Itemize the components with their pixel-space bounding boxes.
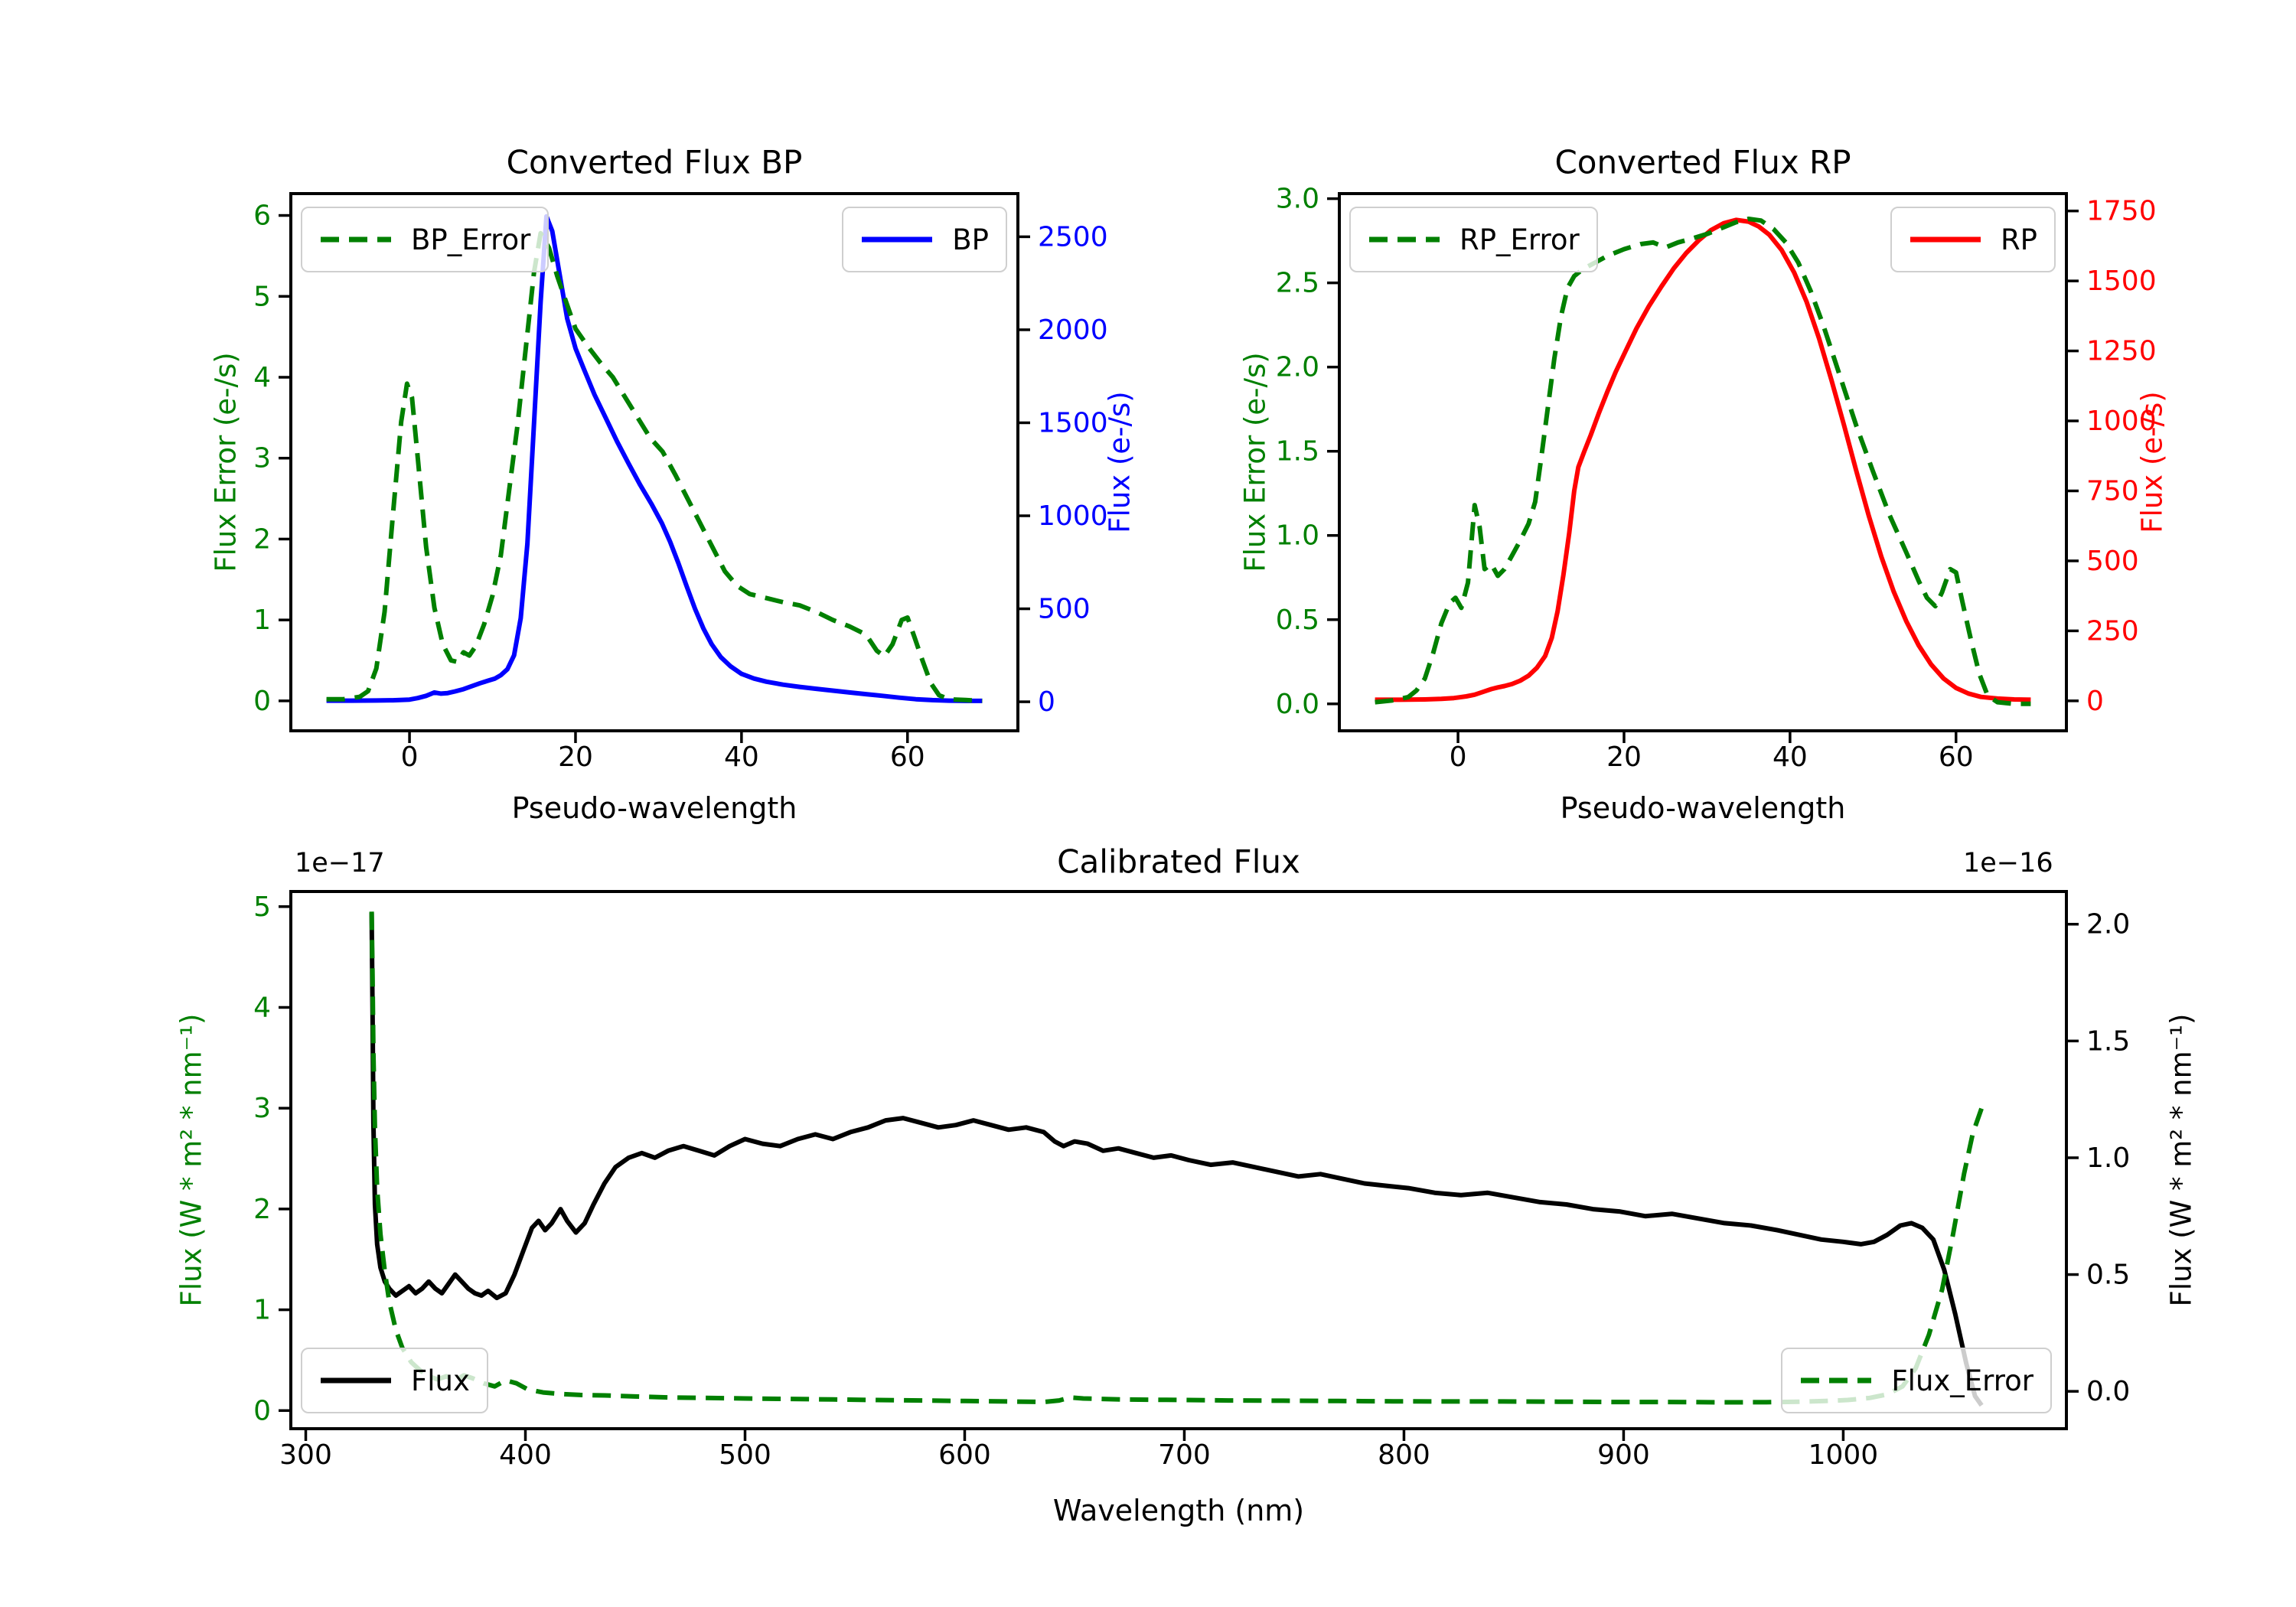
legend-bp-error: BP_Error [301,207,550,272]
xlabel-calibrated: Wavelength (nm) [1052,1494,1305,1527]
x-tick-label: 400 [499,1439,552,1471]
axes-spines [1338,192,2068,732]
legend-label: RP [2000,223,2037,256]
legend-label: BP [952,223,989,256]
x-tick-label: 0 [1450,742,1467,773]
xlabel-rp: Pseudo-wavelength [1560,791,1846,825]
y-tick-label-right: 1.0 [2086,1143,2130,1174]
y-tick-label-left: 4 [253,992,271,1023]
legend-flux-error: Flux_Error [1781,1348,2052,1413]
x-tick-label: 40 [1773,742,1808,773]
y-tick-label-right: 0.5 [2086,1260,2130,1291]
x-tick-label: 0 [401,742,419,773]
y-tick-label-left: 4 [253,362,271,393]
legend-rp-error: RP_Error [1349,207,1598,272]
y-tick-label-left: 2 [253,1194,271,1225]
axes-spines [289,890,2068,1430]
legend-line-dashed-icon [1369,236,1440,243]
legend-label: Flux_Error [1891,1364,2033,1397]
y-tick-label-left: 1.0 [1276,520,1319,552]
y-tick-label-left: 1 [253,605,271,636]
legend-line-solid-icon [1910,236,1981,243]
x-tick-label: 1000 [1808,1439,1879,1471]
series-RP [1375,217,2031,702]
y-tick-label-right: 2500 [1038,221,1108,253]
y-tick-label-left: 3 [253,443,271,474]
y-tick-label-right: 1000 [2086,406,2157,437]
y-tick-label-right: 1.5 [2086,1025,2130,1057]
x-tick-label: 700 [1158,1439,1211,1471]
y-tick-label-right: 2000 [1038,315,1108,346]
x-tick-label: 20 [558,742,593,773]
legend-line-solid-icon [321,1377,391,1384]
x-tick-label: 60 [890,742,925,773]
series-BP_Error [326,230,983,703]
axes-spines [289,192,1019,732]
y-tick-label-right: 2.0 [2086,909,2130,940]
series-Flux [369,912,1984,1407]
legend-line-dashed-icon [1801,1377,1872,1384]
xlabel-bp: Pseudo-wavelength [511,791,797,825]
y-tick-label-left: 3 [253,1093,271,1124]
x-tick-label: 600 [938,1439,991,1471]
x-tick-label: 500 [719,1439,771,1471]
y-tick-label-right: 500 [2086,546,2139,577]
y-tick-label-left: 2 [253,523,271,555]
x-tick-label: 800 [1378,1439,1430,1471]
x-tick-label: 60 [1939,742,1974,773]
y-tick-label-right: 750 [2086,475,2139,507]
y-tick-label-right: 0 [1038,686,1055,718]
y-tick-label-left: 2.5 [1276,268,1319,299]
y-tick-label-right: 1000 [1038,500,1108,532]
y-tick-label-left: 0.0 [1276,689,1319,720]
y-tick-label-right: 500 [1038,594,1091,625]
subplot-title-rp: Converted Flux RP [1554,143,1851,181]
y-tick-label-right: 0 [2086,686,2104,717]
legend-label: RP_Error [1459,223,1580,256]
legend-flux: Flux [301,1348,488,1413]
y-tick-label-right: 1500 [2086,266,2157,297]
offset-1e-16: 1e−16 [1963,848,2053,878]
y-tick-label-right: 1500 [1038,407,1108,438]
y-tick-label-left: 2.0 [1276,352,1319,383]
legend-line-solid-icon [862,236,933,243]
legend-bp: BP [842,207,1007,272]
offset-1e-17: 1e−17 [295,848,385,878]
y-tick-label-left: 0 [253,1395,271,1426]
y-tick-label-left: 1 [253,1295,271,1326]
y-tick-label-right: 1750 [2086,196,2157,227]
series-RP_Error [1375,217,2031,706]
y-tick-label-right: 0.0 [2086,1376,2130,1407]
legend-line-dashed-icon [321,236,391,243]
x-tick-label: 40 [724,742,759,773]
y-tick-label-right: 250 [2086,615,2139,647]
y-tick-label-right: 1250 [2086,336,2157,367]
x-tick-label: 300 [279,1439,332,1471]
legend-label: BP_Error [411,223,531,256]
legend-label: Flux [411,1364,470,1397]
series-BP [326,214,983,703]
y-tick-label-left: 5 [253,892,271,923]
y-tick-label-left: 5 [253,281,271,312]
y-tick-label-left: 6 [253,200,271,232]
y-tick-label-left: 0.5 [1276,605,1319,636]
legend-rp: RP [1890,207,2056,272]
y-tick-label-left: 0 [253,686,271,717]
subplot-title-bp: Converted Flux BP [506,143,803,181]
y-tick-label-left: 1.5 [1276,436,1319,468]
x-tick-label: 20 [1606,742,1642,773]
y-tick-label-left: 3.0 [1276,184,1319,215]
subplot-title-calibrated: Calibrated Flux [1057,843,1300,881]
x-tick-label: 900 [1597,1439,1650,1471]
